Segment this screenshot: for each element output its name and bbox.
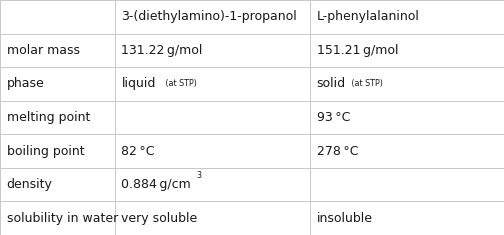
- Text: 3: 3: [196, 171, 201, 180]
- Text: 151.21 g/mol: 151.21 g/mol: [317, 44, 398, 57]
- Text: solubility in water: solubility in water: [7, 212, 118, 225]
- Text: 82 °C: 82 °C: [121, 145, 155, 158]
- Text: melting point: melting point: [7, 111, 90, 124]
- Text: 131.22 g/mol: 131.22 g/mol: [121, 44, 203, 57]
- Text: (at STP): (at STP): [349, 79, 383, 88]
- Text: density: density: [7, 178, 52, 191]
- Text: 93 °C: 93 °C: [317, 111, 350, 124]
- Text: 3-(diethylamino)-1-propanol: 3-(diethylamino)-1-propanol: [121, 10, 297, 23]
- Text: very soluble: very soluble: [121, 212, 198, 225]
- Text: liquid: liquid: [121, 77, 156, 90]
- Text: (at STP): (at STP): [163, 79, 197, 88]
- Text: 278 °C: 278 °C: [317, 145, 358, 158]
- Text: molar mass: molar mass: [7, 44, 80, 57]
- Text: boiling point: boiling point: [7, 145, 84, 158]
- Text: solid: solid: [317, 77, 346, 90]
- Text: insoluble: insoluble: [317, 212, 372, 225]
- Text: L-phenylalaninol: L-phenylalaninol: [317, 10, 419, 23]
- Text: phase: phase: [7, 77, 44, 90]
- Text: 0.884 g/cm: 0.884 g/cm: [121, 178, 191, 191]
